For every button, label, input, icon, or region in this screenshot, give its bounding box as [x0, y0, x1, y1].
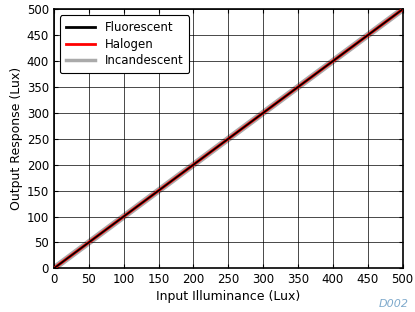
X-axis label: Input Illuminance (Lux): Input Illuminance (Lux) [156, 290, 300, 303]
Text: D002: D002 [379, 299, 409, 309]
Y-axis label: Output Response (Lux): Output Response (Lux) [10, 67, 23, 210]
Legend: Fluorescent, Halogen, Incandescent: Fluorescent, Halogen, Incandescent [60, 15, 189, 73]
